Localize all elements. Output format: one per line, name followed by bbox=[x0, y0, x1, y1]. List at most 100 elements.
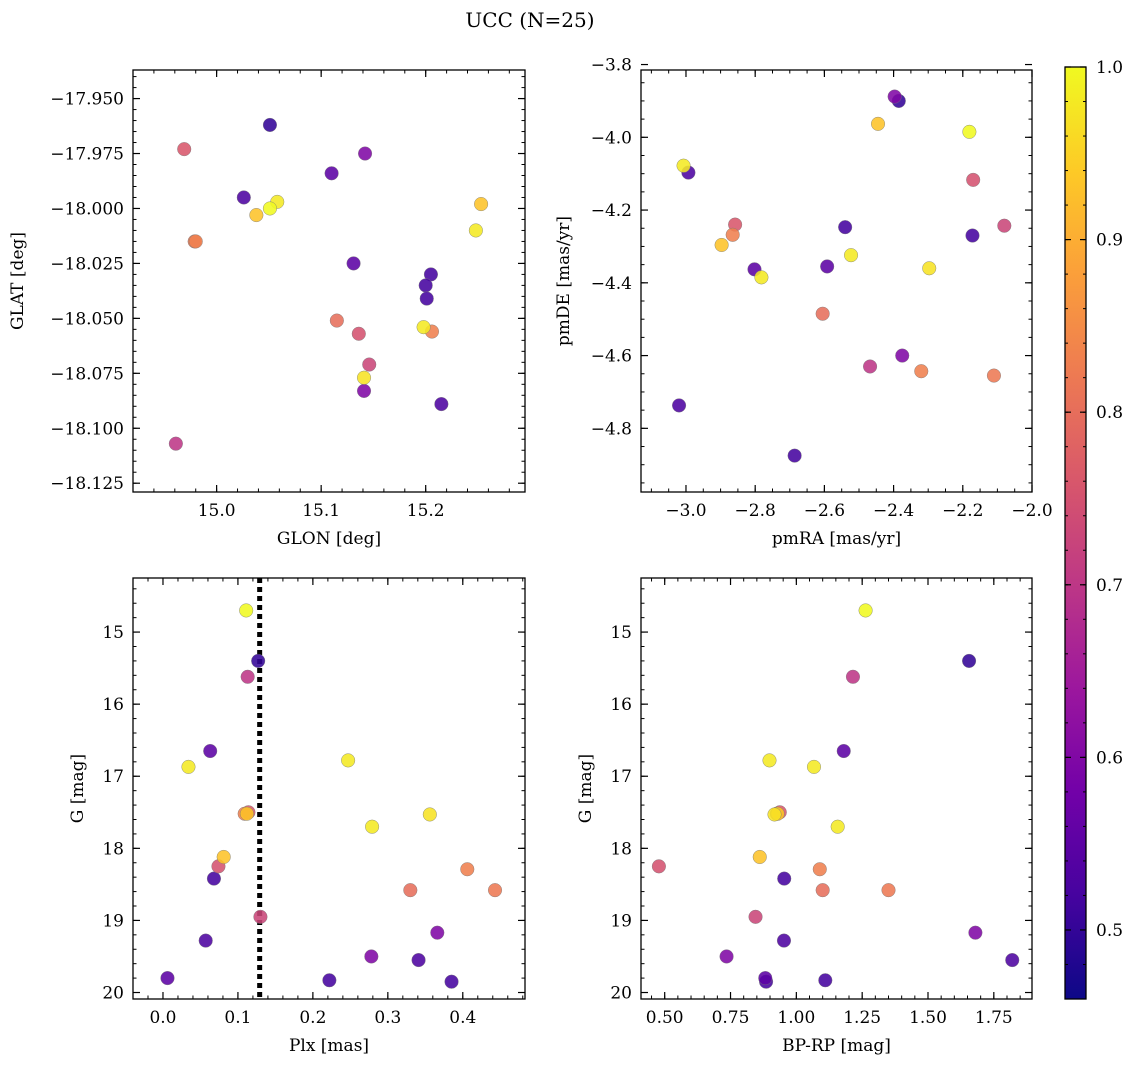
y-tick-label: −18.100 bbox=[50, 419, 124, 439]
colorbar-tick-label: 1.0 bbox=[1096, 58, 1123, 78]
data-point bbox=[830, 819, 845, 834]
data-point bbox=[239, 806, 254, 821]
data-point bbox=[752, 849, 767, 864]
y-tick-label: 20 bbox=[102, 984, 124, 1004]
colorbar: 0.5 0.6 0.7 0.8 0.9 1.0 bbox=[1064, 58, 1123, 1000]
x-tick-label: −2.6 bbox=[804, 501, 845, 521]
colorbar-frame bbox=[1064, 66, 1087, 1000]
panels: 15.0 15.1 15.2 −17.950 −17.975 −18.000 −18.025… bbox=[8, 56, 1053, 1056]
y-tick-label: 19 bbox=[610, 911, 632, 931]
data-point bbox=[962, 653, 977, 668]
data-point bbox=[362, 357, 377, 372]
data-point bbox=[997, 218, 1012, 233]
figure-title: UCC (N=25) bbox=[465, 8, 594, 32]
data-point bbox=[253, 909, 268, 924]
x-tick-label: −2.8 bbox=[735, 501, 776, 521]
data-point bbox=[767, 807, 782, 822]
data-point bbox=[365, 819, 380, 834]
data-point bbox=[249, 208, 264, 223]
y-tick-label: −4.8 bbox=[591, 419, 632, 439]
data-point bbox=[836, 744, 851, 759]
panel-1: 15.0 15.1 15.2 −17.950 −17.975 −18.000 −18.025… bbox=[8, 69, 526, 549]
x-tick-label: 0.4 bbox=[449, 1008, 476, 1028]
y-tick-label: 20 bbox=[610, 984, 632, 1004]
colorbar-tick-label: 0.7 bbox=[1096, 576, 1123, 596]
data-point bbox=[719, 949, 734, 964]
data-point bbox=[422, 807, 437, 822]
y-axis-label: pmDE [mas/yr] bbox=[554, 216, 574, 346]
data-point bbox=[820, 259, 835, 274]
y-tick-label: 18 bbox=[102, 839, 124, 859]
data-point bbox=[324, 166, 339, 181]
data-point bbox=[418, 278, 433, 293]
data-point bbox=[168, 436, 183, 451]
x-tick-label: 1.75 bbox=[975, 1008, 1013, 1028]
data-point bbox=[871, 116, 886, 131]
data-point bbox=[815, 306, 830, 321]
y-tick-label: 18 bbox=[610, 839, 632, 859]
data-point bbox=[262, 117, 277, 132]
data-point bbox=[240, 669, 255, 684]
y-tick-label: 16 bbox=[102, 695, 124, 715]
data-point bbox=[488, 883, 503, 898]
x-tick-label: −2.4 bbox=[873, 501, 914, 521]
y-axis-label: G [mag] bbox=[576, 754, 596, 823]
data-point bbox=[198, 933, 213, 948]
y-axis-label: G [mag] bbox=[68, 754, 88, 823]
x-tick-label: 0.1 bbox=[224, 1008, 251, 1028]
data-point bbox=[748, 909, 763, 924]
data-point bbox=[887, 89, 902, 104]
data-point bbox=[838, 220, 853, 235]
x-tick-label: 15.2 bbox=[407, 501, 445, 521]
y-tick-label: −18.075 bbox=[50, 364, 124, 384]
data-point bbox=[236, 190, 251, 205]
data-point bbox=[776, 933, 791, 948]
data-point bbox=[239, 603, 254, 618]
panel-2: −3.0 −2.8 −2.6 −2.4 −2.2 −2.0 −3.8 −4.0 −4.2 −4.4… bbox=[554, 56, 1053, 549]
data-point bbox=[357, 383, 372, 398]
y-tick-label: −17.950 bbox=[50, 90, 124, 110]
axes-frame bbox=[132, 577, 526, 1000]
y-tick-label: 15 bbox=[102, 623, 124, 643]
data-point bbox=[895, 348, 910, 363]
plot-area bbox=[651, 603, 1020, 989]
data-point bbox=[965, 228, 980, 243]
data-point bbox=[216, 849, 231, 864]
y-tick-label: −17.975 bbox=[50, 145, 124, 165]
y-axis-label: GLAT [deg] bbox=[8, 232, 28, 330]
colorbar-tick-label: 0.6 bbox=[1096, 748, 1123, 768]
data-point bbox=[206, 871, 221, 886]
data-point bbox=[986, 368, 1001, 383]
x-tick-label: 15.0 bbox=[198, 501, 236, 521]
tick-marks bbox=[641, 63, 1033, 492]
x-axis-label: GLON [deg] bbox=[277, 529, 381, 549]
data-point bbox=[806, 759, 821, 774]
y-tick-label: 17 bbox=[102, 767, 124, 787]
colorbar-tick-label: 0.5 bbox=[1096, 921, 1123, 941]
data-point bbox=[725, 227, 740, 242]
y-tick-label: −18.125 bbox=[50, 474, 124, 494]
data-point bbox=[474, 197, 489, 212]
data-point bbox=[188, 234, 203, 249]
x-tick-label: 0.0 bbox=[149, 1008, 176, 1028]
data-point bbox=[758, 971, 773, 986]
data-point bbox=[434, 397, 449, 412]
y-tick-label: 16 bbox=[610, 695, 632, 715]
y-tick-label: −4.2 bbox=[591, 201, 632, 221]
x-tick-label: 1.00 bbox=[777, 1008, 815, 1028]
panel-4: 0.50 0.75 1.00 1.25 1.50 1.75 15 16 17 18 19 20 BP-R… bbox=[576, 577, 1033, 1056]
data-point bbox=[346, 256, 361, 271]
data-point bbox=[322, 973, 337, 988]
plot-area bbox=[672, 89, 1012, 463]
data-point bbox=[922, 261, 937, 276]
data-point bbox=[444, 974, 459, 989]
plot-area bbox=[160, 578, 503, 999]
data-point bbox=[468, 223, 483, 238]
y-tick-label: −4.4 bbox=[591, 274, 632, 294]
data-point bbox=[863, 359, 878, 374]
plot-area bbox=[168, 117, 489, 451]
y-tick-label: −4.6 bbox=[591, 347, 632, 367]
x-tick-label: 1.25 bbox=[843, 1008, 881, 1028]
data-point bbox=[177, 142, 192, 157]
